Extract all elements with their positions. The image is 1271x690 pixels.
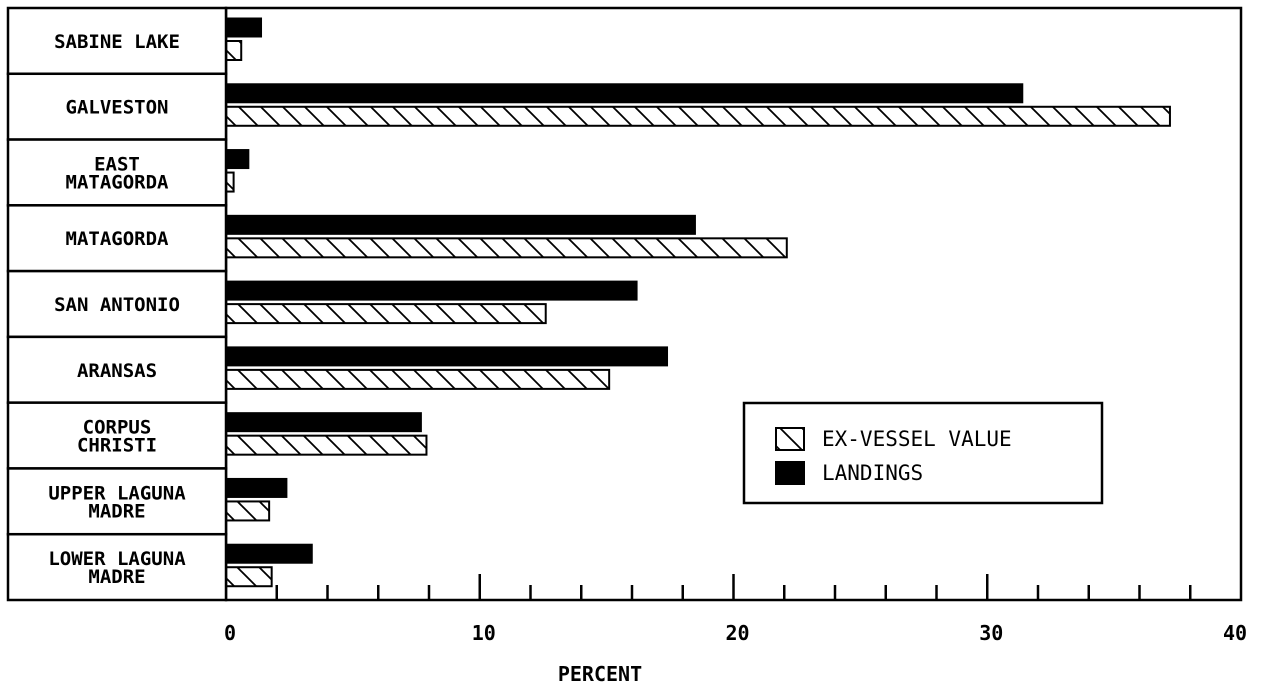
bar-landings	[225, 412, 422, 433]
x-axis-title: PERCENT	[558, 662, 642, 686]
bar-landings	[225, 477, 288, 498]
x-tick-label: 0	[224, 621, 236, 645]
bar-ex-vessel-value	[225, 303, 547, 325]
category-label: SAN ANTONIO	[54, 294, 180, 316]
category-labels: SABINE LAKEGALVESTONEASTMATAGORDAMATAGOR…	[6, 6, 228, 602]
bar-ex-vessel-value	[225, 500, 271, 522]
bar-ex-vessel-value	[225, 434, 428, 456]
bar-landings	[225, 346, 669, 367]
legend: EX-VESSEL VALUE LANDINGS	[742, 401, 1104, 505]
category-label: MATAGORDA	[66, 228, 170, 250]
category-label: MATAGORDA	[66, 171, 170, 193]
bar-ex-vessel-value	[225, 105, 1171, 127]
bar-ex-vessel-value	[225, 40, 243, 61]
bar-ex-vessel-value	[225, 171, 235, 193]
category-label: CORPUS	[83, 417, 152, 439]
category-label: ARANSAS	[77, 360, 157, 382]
category-label: SABINE LAKE	[54, 31, 180, 53]
x-tick-label: 30	[979, 621, 1003, 645]
bar-landings	[225, 280, 638, 301]
legend-swatch-landings	[775, 461, 805, 485]
bar-landings	[225, 83, 1024, 104]
bar-landings	[225, 17, 263, 38]
category-box	[6, 532, 228, 602]
legend-swatch-ex-vessel-value	[775, 427, 805, 451]
legend-label-landings: LANDINGS	[822, 461, 923, 485]
x-tick-label: 20	[725, 621, 749, 645]
legend-frame	[742, 401, 1104, 505]
bar-landings	[225, 543, 313, 564]
category-label: MADRE	[88, 566, 145, 588]
bar-landings	[225, 214, 696, 235]
bar-ex-vessel-value	[225, 566, 273, 588]
category-box	[6, 467, 228, 536]
bars	[225, 17, 1171, 588]
bar-ex-vessel-value	[225, 368, 611, 390]
category-label: LOWER LAGUNA	[48, 548, 186, 570]
bar-ex-vessel-value	[225, 237, 788, 259]
legend-label-ex-vessel-value: EX-VESSEL VALUE	[822, 427, 1012, 451]
x-tick-label: 10	[472, 621, 496, 645]
category-label: UPPER LAGUNA	[48, 482, 186, 504]
x-tick-label: 40	[1223, 621, 1247, 645]
x-axis-tick-labels: 0 10 20 30 40	[224, 621, 1247, 645]
category-label: MADRE	[88, 500, 145, 522]
category-label: CHRISTI	[77, 435, 157, 457]
bar-landings	[225, 149, 250, 170]
x-axis-ticks	[275, 574, 1192, 600]
category-label: GALVESTON	[66, 97, 169, 119]
category-label: EAST	[94, 153, 140, 175]
